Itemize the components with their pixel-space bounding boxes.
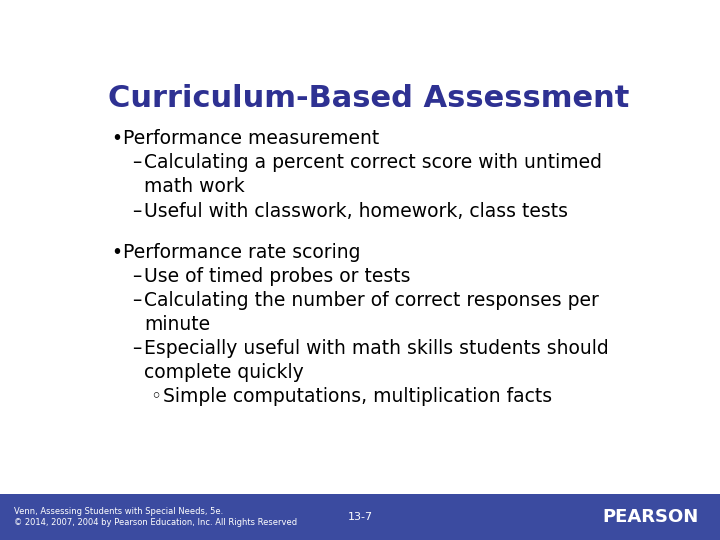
Text: Curriculum-Based Assessment: Curriculum-Based Assessment — [108, 84, 630, 112]
Text: PEARSON: PEARSON — [602, 508, 698, 526]
Text: Simple computations, multiplication facts: Simple computations, multiplication fact… — [163, 387, 552, 406]
Text: Performance measurement: Performance measurement — [124, 129, 379, 149]
Text: ◦: ◦ — [150, 387, 161, 406]
Text: Especially useful with math skills students should: Especially useful with math skills stude… — [144, 339, 609, 358]
Text: Performance rate scoring: Performance rate scoring — [124, 242, 361, 261]
Text: minute: minute — [144, 315, 210, 334]
Text: complete quickly: complete quickly — [144, 363, 304, 382]
Text: –: – — [132, 153, 141, 172]
Text: Use of timed probes or tests: Use of timed probes or tests — [144, 267, 410, 286]
Text: 13-7: 13-7 — [348, 512, 372, 522]
Text: –: – — [132, 201, 141, 221]
Text: Calculating the number of correct responses per: Calculating the number of correct respon… — [144, 291, 599, 310]
Text: math work: math work — [144, 178, 245, 197]
Text: Calculating a percent correct score with untimed: Calculating a percent correct score with… — [144, 153, 602, 172]
Text: –: – — [132, 267, 141, 286]
Text: –: – — [132, 339, 141, 358]
Text: Venn, Assessing Students with Special Needs, 5e.
© 2014, 2007, 2004 by Pearson E: Venn, Assessing Students with Special Ne… — [14, 508, 297, 526]
Text: •: • — [111, 129, 122, 149]
Text: –: – — [132, 291, 141, 310]
Text: Useful with classwork, homework, class tests: Useful with classwork, homework, class t… — [144, 201, 568, 221]
Text: •: • — [111, 242, 122, 261]
